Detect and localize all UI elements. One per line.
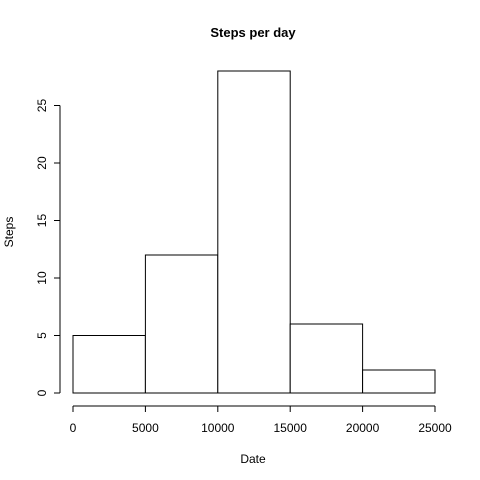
y-tick-label-4: 20 [35,156,49,170]
x-axis-label: Date [240,452,266,466]
y-tick-label-0: 0 [35,389,49,396]
bar-3 [289,323,364,394]
bar-4 [362,369,436,394]
x-tick-label-0: 0 [70,421,77,435]
y-tick-label-5: 25 [35,99,49,113]
x-axis: 0 5000 10000 15000 20000 25000 [70,405,452,435]
bar-0 [72,335,146,394]
x-tick-label-3: 15000 [274,421,308,435]
y-axis: 0 5 10 15 20 25 [35,99,61,396]
x-tick-label-4: 20000 [346,421,380,435]
bars-group [72,70,436,394]
x-tick-label-5: 25000 [418,421,452,435]
chart-title: Steps per day [210,25,296,40]
y-tick-label-1: 5 [35,332,49,339]
y-tick-label-3: 15 [35,214,49,228]
x-tick-label-1: 5000 [132,421,159,435]
bar-2 [217,70,291,394]
y-tick-label-2: 10 [35,271,49,285]
x-tick-label-2: 10000 [201,421,235,435]
y-axis-label: Steps [2,217,16,248]
bar-1 [144,254,219,394]
